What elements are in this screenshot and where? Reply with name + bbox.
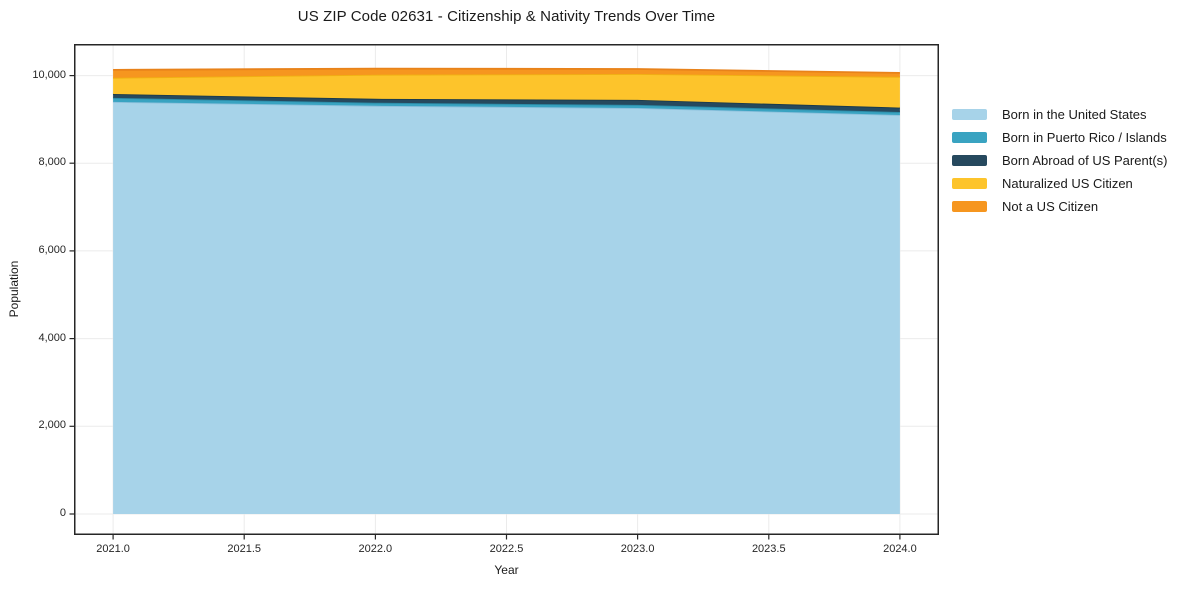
y-tick-label: 2,000 (38, 419, 66, 432)
legend-item: Not a US Citizen (952, 195, 1167, 218)
legend-label: Not a US Citizen (1002, 199, 1099, 214)
y-tick-label: 4,000 (38, 331, 66, 344)
plot-area (69, 44, 939, 540)
y-tick-label: 10,000 (32, 68, 66, 81)
stacked-area-plot (69, 44, 939, 540)
legend-swatch-icon (952, 155, 987, 166)
legend-label: Born Abroad of US Parent(s) (1002, 153, 1168, 168)
legend-swatch-icon (952, 109, 987, 120)
x-tick-label: 2021.0 (96, 543, 130, 555)
x-tick-label: 2021.5 (227, 543, 262, 555)
legend-label: Naturalized US Citizen (1002, 176, 1133, 191)
y-tick-label: 0 (59, 506, 66, 519)
x-tick-label: 2022.0 (358, 543, 393, 555)
legend-swatch-icon (952, 201, 987, 212)
x-tick-label: 2022.5 (489, 543, 524, 555)
legend-swatch-icon (952, 178, 987, 189)
x-tick-label: 2024.0 (883, 543, 917, 555)
legend-item: Naturalized US Citizen (952, 172, 1167, 195)
x-tick-label: 2023.5 (751, 543, 786, 555)
legend-item: Born in the United States (952, 103, 1167, 126)
legend-item: Born Abroad of US Parent(s) (952, 149, 1167, 172)
legend-swatch-icon (952, 132, 987, 143)
y-tick-label: 6,000 (38, 243, 66, 256)
chart-title: US ZIP Code 02631 - Citizenship & Nativi… (297, 8, 716, 25)
legend-item: Born in Puerto Rico / Islands (952, 126, 1167, 149)
legend: Born in the United States Born in Puerto … (952, 103, 1167, 218)
x-axis-title: Year (494, 563, 519, 577)
x-tick-label: 2023.0 (620, 543, 655, 555)
y-tick-label: 8,000 (38, 156, 66, 169)
legend-label: Born in Puerto Rico / Islands (1002, 130, 1167, 145)
legend-label: Born in the United States (1002, 107, 1147, 122)
y-axis-title: Population (7, 260, 21, 318)
